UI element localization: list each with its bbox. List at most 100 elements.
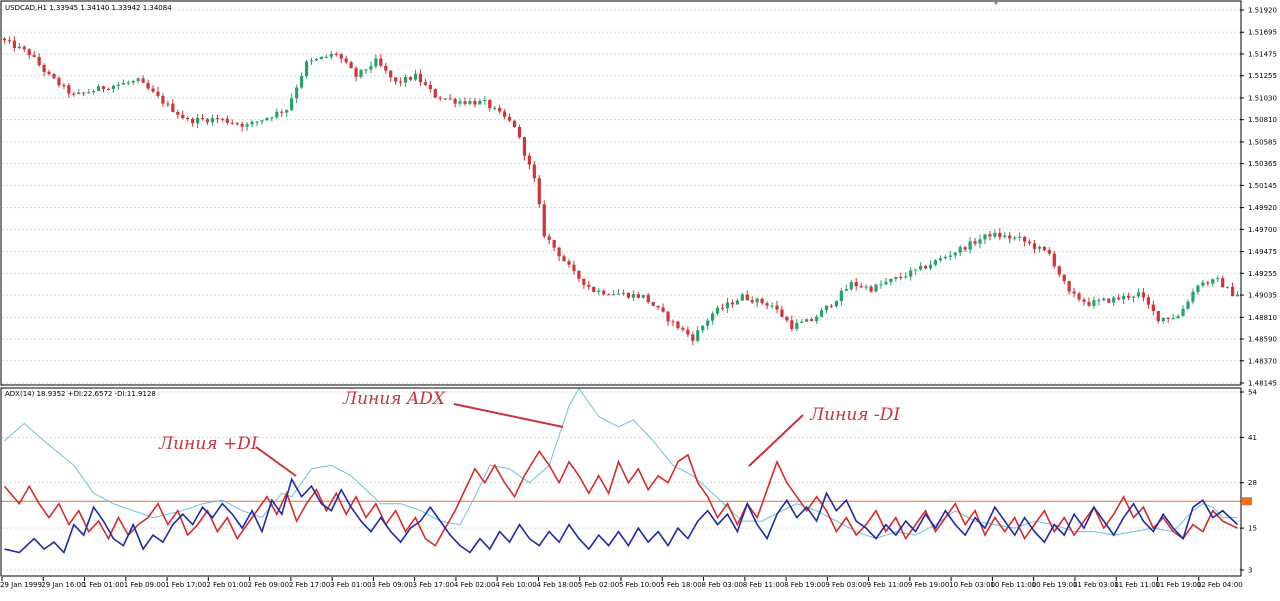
time-tick-label: 3 Feb 09:00 xyxy=(371,581,412,589)
candle-body xyxy=(1092,300,1096,306)
candle-body xyxy=(730,302,735,305)
candle-body xyxy=(453,98,457,104)
candle-body xyxy=(671,321,675,323)
candle-body xyxy=(597,290,601,293)
price-tick-label: 1.49475 xyxy=(1248,248,1277,256)
candle-body xyxy=(1077,293,1081,300)
candle-body xyxy=(567,261,571,265)
candle-body xyxy=(1122,295,1126,300)
candle-body xyxy=(334,53,338,55)
candle-body xyxy=(101,86,106,89)
candle-body xyxy=(1067,281,1071,292)
candle-body xyxy=(646,294,650,303)
candle-body xyxy=(171,103,175,113)
candle-body xyxy=(468,101,472,104)
candle-body xyxy=(706,320,710,326)
candle-body xyxy=(329,53,333,57)
annotation-minus-di-arrow xyxy=(748,414,804,467)
candle-body xyxy=(1018,236,1022,238)
candle-body xyxy=(834,301,839,307)
candle-body xyxy=(1062,274,1066,282)
candle-body xyxy=(681,328,685,330)
candle-body xyxy=(111,85,116,90)
time-tick-label: 9 Feb 19:00 xyxy=(908,581,949,589)
candle-body xyxy=(1072,291,1076,294)
candle-body xyxy=(280,111,284,113)
candle-body xyxy=(844,289,848,291)
candle-body xyxy=(1181,308,1185,317)
price-tick-label: 1.50145 xyxy=(1248,182,1277,190)
candle-body xyxy=(552,239,556,248)
price-candles xyxy=(2,36,1240,346)
candle-body xyxy=(418,73,423,83)
candle-body xyxy=(1022,236,1027,242)
candle-body xyxy=(428,84,432,90)
candle-body xyxy=(473,101,477,105)
candle-body xyxy=(740,294,744,301)
candle-body xyxy=(438,97,442,99)
price-tick-label: 1.51255 xyxy=(1248,72,1277,80)
candle-body xyxy=(200,118,205,120)
time-tick-label: 11 Feb 19:00 xyxy=(1155,581,1201,589)
time-tick-label: 2 Feb 09:00 xyxy=(248,581,289,589)
candle-body xyxy=(1186,301,1190,309)
candle-body xyxy=(389,70,393,78)
chart-shift-marker[interactable] xyxy=(993,1,999,5)
candle-body xyxy=(359,69,363,77)
candle-body xyxy=(210,118,215,123)
candle-body xyxy=(1151,304,1155,312)
candle-body xyxy=(938,258,943,261)
candle-body xyxy=(923,265,928,269)
candle-body xyxy=(62,85,66,87)
adx-pane-frame xyxy=(0,387,1242,577)
candle-body xyxy=(151,88,155,92)
candle-body xyxy=(696,330,700,341)
candle-body xyxy=(968,241,972,250)
candle-body xyxy=(394,77,398,82)
candle-body xyxy=(379,58,383,66)
candle-body xyxy=(805,319,809,322)
candle-body xyxy=(983,234,987,240)
price-tick-label: 1.51695 xyxy=(1248,29,1277,37)
candle-body xyxy=(864,286,868,288)
candle-body xyxy=(815,316,819,321)
candle-body xyxy=(839,290,843,302)
candle-body xyxy=(775,305,779,310)
candle-body xyxy=(879,284,883,286)
time-tick-label: 5 Feb 10:00 xyxy=(619,581,660,589)
candle-body xyxy=(354,68,358,77)
annotation-plus-di-arrow xyxy=(255,446,297,477)
candle-body xyxy=(1087,301,1091,306)
candle-body xyxy=(715,307,720,314)
candle-body xyxy=(17,46,21,49)
time-tick-label: 2 Feb 17:00 xyxy=(289,581,330,589)
candle-body xyxy=(37,56,41,66)
series-adx xyxy=(4,387,1238,540)
candle-body xyxy=(1136,292,1141,297)
annotation-adx-arrow xyxy=(453,403,564,428)
candle-body xyxy=(161,95,165,104)
candle-body xyxy=(909,270,913,277)
candle-body xyxy=(562,256,566,262)
price-tick-label: 1.49920 xyxy=(1248,204,1277,212)
price-tick-label: 1.51475 xyxy=(1248,50,1277,58)
candle-body xyxy=(735,300,739,305)
candle-body xyxy=(399,81,403,83)
candle-body xyxy=(611,294,616,296)
candle-body xyxy=(928,264,933,269)
candle-body xyxy=(265,117,269,121)
candle-body xyxy=(96,86,101,92)
candle-body xyxy=(819,310,824,317)
candle-body xyxy=(572,264,576,271)
candle-body xyxy=(146,82,150,89)
candle-body xyxy=(82,92,86,94)
price-tick-label: 1.50585 xyxy=(1248,138,1277,146)
price-tick-label: 1.48370 xyxy=(1248,357,1277,365)
candle-body xyxy=(196,118,200,124)
adx-tick-label: 41 xyxy=(1248,434,1257,442)
time-tick-label: 10 Feb 03:00 xyxy=(949,581,995,589)
candle-body xyxy=(255,121,259,123)
price-pane-frame xyxy=(0,0,1242,386)
candle-body xyxy=(953,252,957,256)
